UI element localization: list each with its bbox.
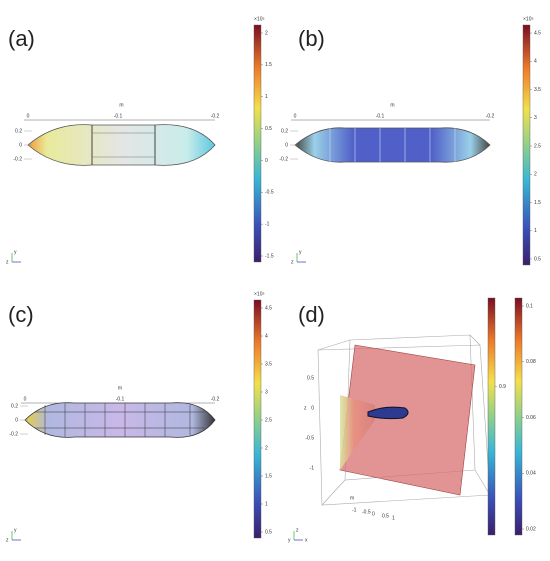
colorbar-tick-label: 2 — [534, 172, 537, 178]
x-tick-label: -0.1 — [114, 113, 123, 119]
colorbar — [514, 297, 523, 536]
colorbar-tick-label: 0.9 — [499, 384, 506, 390]
panel-label: (b) — [298, 26, 325, 51]
y-tick-label: 0.2 — [11, 403, 18, 409]
colorbar-tick-label: 0.5 — [265, 126, 272, 132]
colorbar-tick-label: 0.02 — [526, 526, 536, 532]
triad-label: z — [291, 259, 294, 265]
domain-c — [24, 402, 216, 438]
x-tick-label: -0.1 — [376, 113, 385, 119]
x-tick-label: -0.1 — [116, 396, 125, 402]
triad-label: z — [296, 527, 299, 533]
x-tick-label: -1 — [352, 507, 357, 513]
triad-label: y — [288, 537, 291, 543]
colorbar — [522, 24, 531, 266]
triad-label: y — [299, 249, 302, 255]
colorbar-tick-label: 2 — [265, 445, 268, 451]
triad-label: z — [6, 537, 9, 543]
z-tick-label: -0.5 — [305, 435, 314, 441]
colorbar-tick-label: 1 — [265, 501, 268, 507]
colorbar-tick-label: 4.5 — [534, 30, 541, 36]
triad-label: y — [14, 527, 17, 533]
x-tick-label: 0 — [24, 396, 27, 402]
colorbar-tick-label: 3 — [534, 115, 537, 121]
colorbar-tick-label: 0.1 — [526, 303, 533, 309]
colorbar-exponent: ×10⁵ — [523, 16, 534, 22]
colorbar-tick-label: 1 — [534, 228, 537, 234]
colorbar-tick-label: 4 — [265, 333, 268, 339]
colorbar-tick-label: 0.5 — [534, 256, 541, 262]
x-tick-label: -0.5 — [362, 509, 371, 515]
x-axis-unit: m — [119, 102, 123, 108]
colorbar-tick-label: 1 — [265, 94, 268, 100]
colorbar-tick-label: 1.5 — [265, 473, 272, 479]
triad-label: z — [6, 259, 9, 265]
colorbar — [487, 297, 496, 536]
flow-region — [340, 395, 375, 470]
colorbar-tick-label: 0.04 — [526, 471, 536, 477]
colorbar-exponent: ×10⁵ — [254, 16, 265, 22]
colorbar-tick-label: 4 — [534, 59, 537, 65]
y-tick-label: -0.2 — [9, 431, 18, 437]
colorbar-tick-label: 1.5 — [534, 200, 541, 206]
x-tick-label: -0.2 — [486, 113, 495, 119]
colorbar-tick-label: 3.5 — [265, 361, 272, 367]
x-axis-unit: m — [390, 102, 394, 108]
triad-label: y — [14, 249, 17, 255]
colorbar-tick-label: 0.5 — [265, 529, 272, 535]
colorbar-tick-label: 1.5 — [265, 62, 272, 68]
x-tick-label: -0.2 — [211, 113, 220, 119]
colorbar — [253, 24, 262, 263]
colorbar-tick-label: 2.5 — [534, 143, 541, 149]
x-tick-label: -0.2 — [211, 396, 220, 402]
y-tick-label: 0.2 — [281, 128, 288, 134]
domain-a — [27, 124, 216, 166]
x-tick-label: 0 — [294, 113, 297, 119]
colorbar-tick-label: 0 — [265, 158, 268, 164]
colorbar-tick-label: 2.5 — [265, 417, 272, 423]
triad-label: x — [305, 537, 308, 543]
colorbar-tick-label: -1.5 — [265, 253, 274, 259]
panel-label: (d) — [298, 302, 325, 327]
x-axis-unit: m — [118, 385, 122, 391]
colorbar-exponent: ×10⁵ — [254, 291, 265, 297]
x-axis-unit: m — [350, 495, 354, 501]
colorbar-tick-label: 0.08 — [526, 359, 536, 365]
y-tick-label: -0.2 — [279, 156, 288, 162]
x-tick-label: 0.5 — [382, 513, 389, 519]
colorbar-tick-label: -1 — [265, 221, 270, 227]
y-tick-label: 0 — [15, 417, 18, 423]
y-tick-label: 0 — [19, 142, 22, 148]
colorbar-tick-label: -0.5 — [265, 190, 274, 196]
y-tick-label: 0.2 — [15, 128, 22, 134]
body — [367, 406, 409, 420]
z-axis-label: z — [304, 405, 307, 411]
colorbar — [253, 299, 262, 539]
panel-label: (c) — [8, 302, 34, 327]
panel-label: (a) — [8, 26, 35, 51]
x-tick-label: 0 — [372, 511, 375, 517]
z-tick-label: 0 — [311, 405, 314, 411]
colorbar-tick-label: 2 — [265, 30, 268, 36]
colorbar-tick-label: 3.5 — [534, 87, 541, 93]
colorbar-tick-label: 4.5 — [265, 305, 272, 311]
domain-b — [294, 127, 491, 163]
y-tick-label: -0.2 — [13, 156, 22, 162]
z-tick-label: 0.5 — [307, 375, 314, 381]
colorbar-tick-label: 3 — [265, 389, 268, 395]
colorbar-tick-label: 0.06 — [526, 415, 536, 421]
y-tick-label: 0 — [285, 142, 288, 148]
x-tick-label: 1 — [392, 515, 395, 521]
x-tick-label: 0 — [27, 113, 30, 119]
z-tick-label: -1 — [310, 465, 315, 471]
